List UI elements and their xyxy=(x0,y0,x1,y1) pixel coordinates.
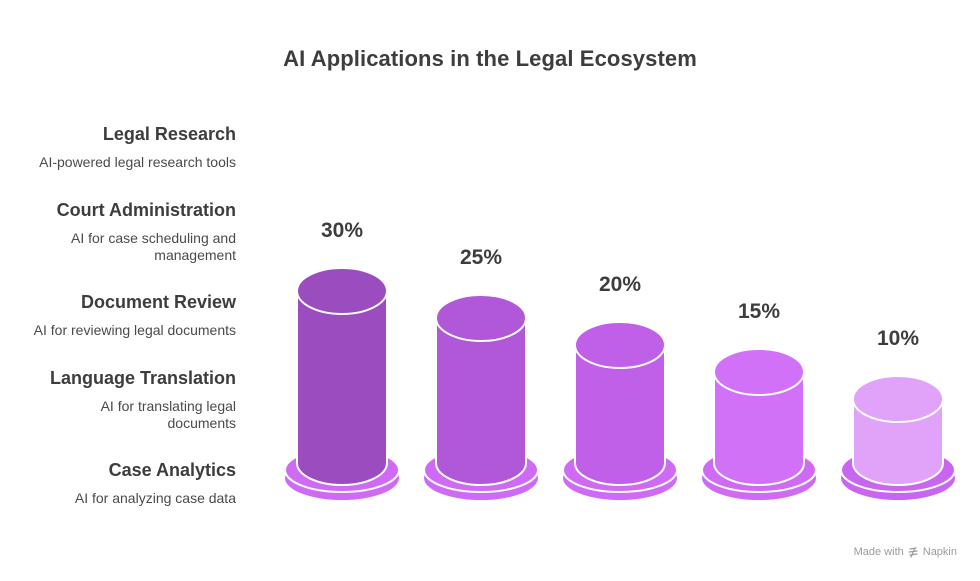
legend-item-document-review: Document Review AI for reviewing legal d… xyxy=(0,291,236,339)
legend-item-legal-research: Legal Research AI-powered legal research… xyxy=(0,123,236,171)
chart-title: AI Applications in the Legal Ecosystem xyxy=(283,46,697,71)
legend-description: AI for translating legal documents xyxy=(100,398,236,431)
napkin-brand-text: Napkin xyxy=(922,546,957,558)
legend-title: Document Review xyxy=(80,292,236,312)
legend-title: Legal Research xyxy=(102,124,236,144)
legend-description: AI-powered legal research tools xyxy=(39,154,236,170)
bar-case-analytics: 10% xyxy=(840,327,956,500)
legend-title: Court Administration xyxy=(56,200,236,220)
legend-item-language-translation: Language Translation AI for translating … xyxy=(0,367,236,432)
bar-value-label: 15% xyxy=(738,300,780,323)
legend-title: Case Analytics xyxy=(108,460,236,480)
legend-description: AI for reviewing legal documents xyxy=(33,322,236,338)
legend-description: AI for case scheduling and management xyxy=(71,230,236,263)
bar-court-administration: 25% xyxy=(423,246,539,500)
bar-value-label: 30% xyxy=(321,219,363,242)
legend-title: Language Translation xyxy=(49,368,236,388)
legend-description: AI for analyzing case data xyxy=(74,490,236,506)
bar-value-label: 10% xyxy=(877,327,919,350)
legend-item-court-administration: Court Administration AI for case schedul… xyxy=(0,199,236,264)
made-with-text: Made with xyxy=(853,546,904,558)
bar-document-review: 20% xyxy=(562,273,678,500)
napkin-watermark: Made with Napkin xyxy=(854,546,957,558)
napkin-logo-icon xyxy=(908,546,918,558)
bar-value-label: 25% xyxy=(460,246,502,269)
bar-legal-research: 30% xyxy=(284,219,400,500)
bar-language-translation: 15% xyxy=(701,300,817,500)
legend-item-case-analytics: Case Analytics AI for analyzing case dat… xyxy=(0,459,236,507)
bar-value-label: 20% xyxy=(599,273,641,296)
